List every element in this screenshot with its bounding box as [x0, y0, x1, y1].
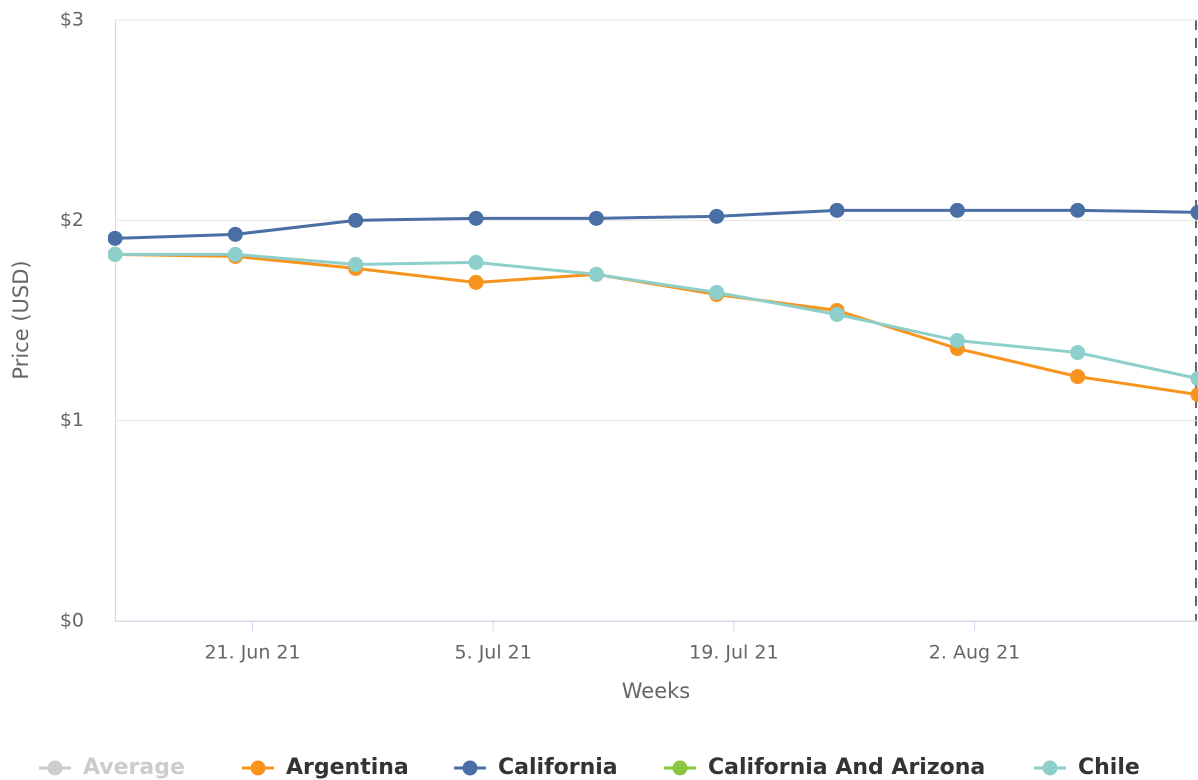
data-point	[829, 202, 845, 218]
y-axis-title: Price (USD)	[9, 260, 33, 379]
data-point	[227, 226, 243, 242]
data-point	[1070, 202, 1086, 218]
data-point	[829, 306, 845, 322]
series-line	[114, 252, 1198, 397]
legend-label: Average	[83, 755, 185, 780]
x-tick-label: 19. Jul 21	[689, 642, 778, 664]
data-point	[468, 274, 484, 290]
data-point	[949, 333, 965, 349]
legend-marker	[1042, 760, 1058, 776]
data-point	[949, 202, 965, 218]
legend-marker	[250, 760, 266, 776]
y-tick-label: $3	[60, 9, 84, 31]
data-point	[468, 254, 484, 270]
data-point	[1070, 345, 1086, 361]
data-point	[348, 212, 364, 228]
legend-label: California	[498, 755, 618, 780]
y-tick-label: $1	[60, 409, 84, 431]
data-point	[1070, 369, 1086, 385]
data-point	[348, 256, 364, 272]
series	[108, 246, 1198, 387]
legend-marker	[462, 760, 478, 776]
data-point	[227, 246, 243, 262]
legend-label: Chile	[1078, 755, 1140, 780]
x-tick-label: 2. Aug 21	[929, 642, 1020, 664]
data-point	[709, 208, 725, 224]
y-tick-label: $2	[60, 209, 84, 231]
data-point	[588, 210, 604, 226]
series	[108, 246, 1198, 403]
legend-marker	[47, 760, 63, 776]
data-point	[108, 246, 123, 262]
data-point	[588, 266, 604, 282]
data-point	[468, 210, 484, 226]
y-tick-label: $0	[60, 610, 84, 632]
data-point	[709, 284, 725, 300]
series-line	[115, 252, 1198, 381]
data-point	[1190, 371, 1198, 387]
x-tick-label: 21. Jun 21	[204, 642, 300, 664]
series	[108, 202, 1198, 246]
legend-label: Argentina	[286, 755, 409, 780]
series-line	[114, 208, 1198, 240]
legend-label: California And Arizona	[708, 755, 985, 780]
data-point	[1190, 387, 1198, 403]
legend-marker	[672, 760, 688, 776]
data-point	[1190, 204, 1198, 220]
data-point	[108, 230, 123, 246]
x-axis-title: Weeks	[622, 679, 690, 703]
x-tick-label: 5. Jul 21	[455, 642, 532, 664]
